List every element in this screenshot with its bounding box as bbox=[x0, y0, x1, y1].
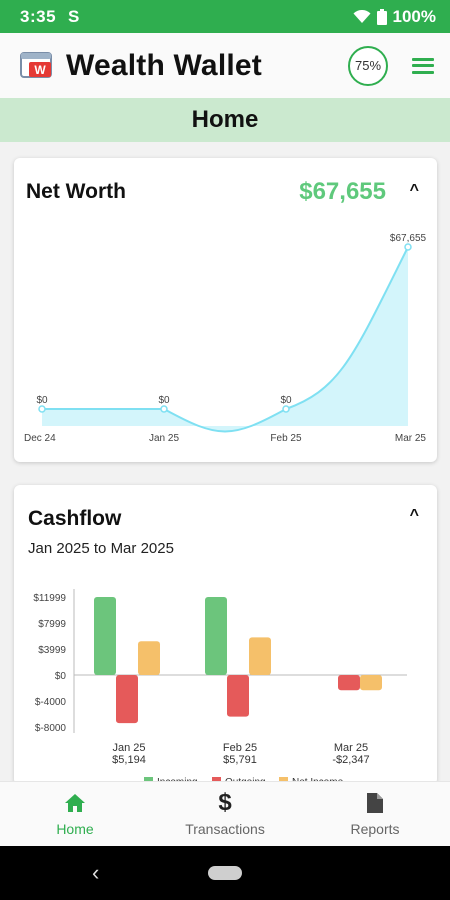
cashflow-y-tick: $0 bbox=[55, 671, 67, 682]
page-title: Home bbox=[0, 98, 450, 142]
net-worth-x-tick: Mar 25 bbox=[395, 433, 427, 444]
net-worth-data-label: $0 bbox=[36, 395, 48, 406]
net-worth-point bbox=[38, 405, 46, 413]
nav-reports[interactable]: Reports bbox=[300, 782, 450, 846]
home-icon bbox=[63, 791, 87, 815]
hamburger-menu-icon[interactable] bbox=[412, 57, 434, 74]
cashflow-bar-outgoing bbox=[116, 675, 138, 724]
cashflow-category-total: $5,791 bbox=[223, 754, 257, 766]
cashflow-bar-outgoing bbox=[227, 675, 249, 717]
wallet-logo-icon: W bbox=[20, 51, 52, 78]
net-worth-line bbox=[42, 246, 409, 433]
cashflow-y-tick: $7999 bbox=[38, 619, 66, 630]
notification-s-icon: S bbox=[68, 6, 80, 26]
back-icon[interactable]: ‹ bbox=[92, 860, 100, 885]
wifi-icon bbox=[353, 9, 371, 23]
nav-transactions[interactable]: $ Transactions bbox=[150, 782, 300, 846]
cashflow-y-tick: $-8000 bbox=[35, 723, 67, 734]
cashflow-bar-net-income bbox=[360, 675, 382, 691]
chevron-up-icon[interactable]: ^ bbox=[409, 182, 419, 199]
app-title: Wealth Wallet bbox=[66, 48, 262, 82]
cashflow-chart: $11999 $7999 $3999 $0 $-4000 $-8000 Jan 25$5,1… bbox=[33, 589, 407, 785]
net-worth-area bbox=[42, 247, 408, 432]
cashflow-category-total: -$2,347 bbox=[332, 754, 369, 766]
cashflow-title: Cashflow bbox=[28, 507, 122, 530]
cashflow-x-tick: Jan 25 bbox=[112, 742, 145, 754]
cashflow-bar-net-income bbox=[138, 641, 160, 675]
cashflow-y-tick: $3999 bbox=[38, 645, 66, 656]
battery-icon bbox=[376, 8, 387, 25]
document-icon bbox=[363, 791, 387, 815]
cashflow-y-tick: $-4000 bbox=[35, 697, 67, 708]
cashflow-x-tick: Mar 25 bbox=[334, 742, 368, 754]
net-worth-data-label: $0 bbox=[158, 395, 170, 406]
status-right: 100% bbox=[353, 7, 436, 27]
net-worth-x-tick: Feb 25 bbox=[270, 433, 302, 444]
nav-home[interactable]: Home bbox=[0, 782, 150, 846]
chevron-up-icon[interactable]: ^ bbox=[409, 507, 419, 524]
cashflow-bar-net-income bbox=[249, 637, 271, 675]
progress-badge[interactable]: 75% bbox=[348, 45, 388, 86]
cashflow-range: Jan 2025 to Mar 2025 bbox=[28, 540, 174, 557]
net-worth-value: $67,655 bbox=[299, 178, 386, 205]
status-time: 3:35 bbox=[20, 6, 57, 26]
cashflow-bar-incoming bbox=[94, 597, 116, 675]
net-worth-data-label: $0 bbox=[280, 395, 292, 406]
app-bar: W Wealth Wallet 75% bbox=[0, 33, 450, 98]
cashflow-category-total: $5,194 bbox=[112, 754, 146, 766]
cashflow-bar-outgoing bbox=[338, 675, 360, 691]
net-worth-data-label: $67,655 bbox=[390, 233, 427, 244]
logo-letter: W bbox=[34, 63, 46, 77]
cashflow-y-tick: $11999 bbox=[33, 593, 66, 604]
cashflow-bar-incoming bbox=[205, 597, 227, 675]
nav-home-label: Home bbox=[56, 821, 94, 837]
net-worth-point bbox=[404, 243, 412, 251]
bottom-nav: Home $ Transactions Reports bbox=[0, 781, 450, 846]
nav-transactions-label: Transactions bbox=[185, 821, 265, 837]
net-worth-x-tick: Dec 24 bbox=[24, 433, 56, 444]
cashflow-card: Cashflow ^ Jan 2025 to Mar 2025 $11999 $7… bbox=[14, 485, 437, 785]
home-pill-icon[interactable] bbox=[208, 866, 242, 880]
nav-reports-label: Reports bbox=[350, 821, 400, 837]
net-worth-x-tick: Jan 25 bbox=[149, 433, 179, 444]
net-worth-title: Net Worth bbox=[26, 180, 126, 203]
net-worth-chart: $0 Dec 24 $0 Jan 25 $0 Feb 25 $67,655 Mar 25 bbox=[24, 233, 427, 444]
battery-level: 100% bbox=[392, 6, 436, 26]
status-bar: 3:35 S 100% bbox=[0, 0, 450, 33]
net-worth-point bbox=[282, 405, 290, 413]
dollar-icon: $ bbox=[218, 789, 232, 816]
system-nav-bar: ‹ bbox=[0, 846, 450, 900]
net-worth-card: Net Worth $67,655 ^ $0 Dec 24 $0 Jan 25 $0 Fe… bbox=[14, 158, 437, 462]
net-worth-point bbox=[160, 405, 168, 413]
cashflow-x-tick: Feb 25 bbox=[223, 742, 257, 754]
progress-badge-label: 75% bbox=[354, 58, 382, 73]
